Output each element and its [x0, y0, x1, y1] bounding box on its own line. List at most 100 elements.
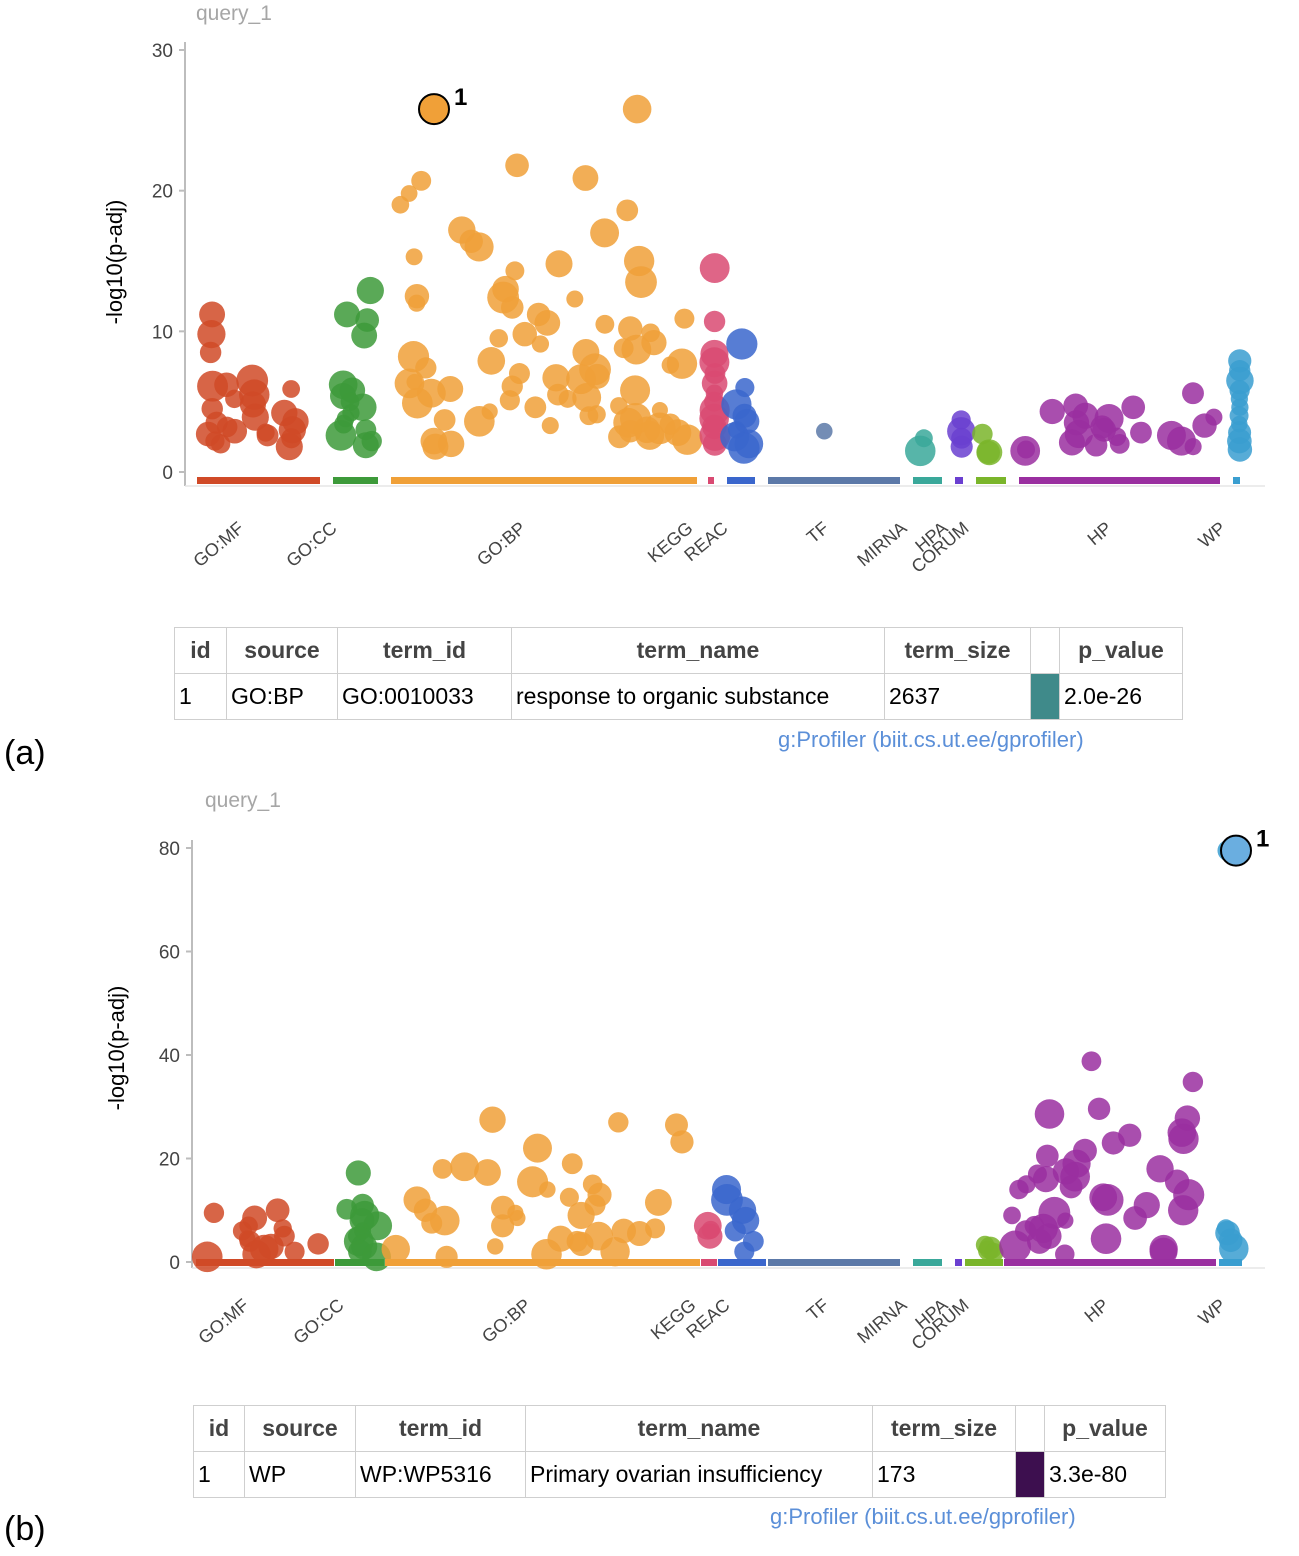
data-point — [203, 1202, 225, 1224]
data-point — [1035, 1144, 1059, 1168]
data-point — [1055, 1244, 1075, 1264]
data-point — [479, 1106, 506, 1133]
data-point — [534, 310, 561, 336]
data-point — [282, 408, 309, 435]
x-tick-label: HP — [1084, 518, 1116, 549]
data-point — [487, 281, 520, 314]
data-point — [241, 403, 269, 431]
highlight-label: 1 — [1256, 826, 1269, 853]
data-point — [391, 195, 410, 214]
data-point — [1130, 421, 1152, 444]
data-point — [474, 1159, 501, 1186]
data-point — [199, 341, 222, 364]
data-point — [641, 323, 660, 343]
x-tick-label: MIRNA — [853, 518, 910, 571]
x-tick-label: HP — [1081, 1295, 1113, 1326]
data-point — [976, 440, 1000, 464]
x-tick-label: MIRNA — [853, 1295, 910, 1348]
header-term-size: term_size — [872, 1405, 1016, 1452]
header-term-id: term_id — [337, 627, 512, 674]
data-point — [487, 1238, 504, 1255]
table-header-row: id source term_id term_name term_size p_… — [193, 1405, 1166, 1452]
data-point — [1227, 437, 1253, 462]
panel-label-a: (a) — [4, 734, 46, 772]
data-point — [464, 406, 495, 437]
data-point — [645, 1218, 666, 1239]
data-point — [622, 94, 652, 124]
data-point — [256, 424, 279, 447]
y-tick-label: 20 — [152, 182, 173, 203]
data-point — [1081, 1051, 1102, 1072]
data-point — [1010, 436, 1041, 466]
y-tick-label: 60 — [159, 943, 180, 964]
y-tick-label: 80 — [159, 839, 180, 860]
data-point — [1087, 1097, 1111, 1121]
data-point — [558, 389, 577, 408]
y-axis-title: -log10(p-adj) — [102, 200, 127, 325]
data-point — [432, 1158, 453, 1179]
x-tick-label: GO:CC — [283, 518, 341, 571]
data-point — [522, 1133, 552, 1163]
data-point — [734, 1241, 755, 1262]
data-point — [728, 432, 760, 464]
data-point — [1003, 1206, 1021, 1225]
data-point — [1028, 1213, 1058, 1243]
data-point — [566, 290, 584, 308]
data-point — [1219, 1233, 1249, 1264]
x-tick-label: WP — [1195, 518, 1230, 552]
data-point — [238, 1230, 256, 1247]
cell-p-value: 3.3e-80 — [1044, 1451, 1166, 1498]
source-bar-reac — [727, 477, 755, 484]
data-point — [569, 1231, 594, 1257]
data-point — [356, 276, 384, 305]
data-point — [541, 417, 559, 435]
cell-term-size: 173 — [872, 1451, 1016, 1498]
header-term-name: term_name — [525, 1405, 873, 1452]
highlight-label: 1 — [454, 84, 467, 111]
data-point — [509, 1209, 526, 1227]
data-point — [950, 435, 973, 458]
table-header-row: id source term_id term_name term_size p_… — [174, 627, 1183, 674]
data-point — [545, 250, 573, 278]
source-bar-tf — [768, 1259, 900, 1266]
data-point — [421, 1212, 443, 1234]
data-point — [225, 389, 244, 409]
data-point — [619, 419, 642, 443]
data-point — [651, 402, 668, 419]
data-point — [539, 1181, 556, 1198]
cell-color-swatch — [1030, 673, 1060, 720]
data-point — [972, 423, 993, 445]
data-point — [1173, 1179, 1205, 1211]
source-bar-tf — [768, 477, 900, 484]
data-point — [587, 405, 606, 424]
table-row: 1 GO:BP GO:0010033 response to organic s… — [174, 673, 1183, 720]
y-tick-label: 0 — [169, 1253, 180, 1274]
cell-term-id: WP:WP5316 — [355, 1451, 526, 1498]
data-point — [600, 1236, 630, 1267]
data-point — [199, 301, 226, 328]
x-tick-label: GO:MF — [190, 518, 248, 571]
data-point — [561, 1153, 583, 1175]
data-point — [1058, 429, 1085, 456]
results-table: id source term_id term_name term_size p_… — [174, 627, 1183, 720]
data-point — [345, 1160, 371, 1186]
x-tick-label: WP — [1195, 1295, 1230, 1329]
data-point — [416, 378, 446, 408]
data-point — [726, 328, 758, 360]
data-point — [608, 1112, 629, 1133]
data-point — [195, 421, 221, 447]
source-bar-hp — [1004, 1259, 1216, 1266]
gprofiler-credit-link[interactable]: g:Profiler (biit.cs.ut.ee/gprofiler) — [778, 727, 1084, 752]
data-point — [405, 248, 423, 266]
data-point — [1121, 395, 1146, 420]
y-axis-title: -log10(p-adj) — [104, 986, 129, 1111]
data-point — [999, 1230, 1032, 1263]
x-tick-label: GO:BP — [473, 518, 530, 570]
data-point — [450, 1152, 479, 1182]
gprofiler-credit-link[interactable]: g:Profiler (biit.cs.ut.ee/gprofiler) — [770, 1504, 1076, 1529]
data-point — [572, 383, 602, 412]
y-tick-label: 0 — [162, 463, 173, 484]
data-point — [1084, 433, 1108, 457]
